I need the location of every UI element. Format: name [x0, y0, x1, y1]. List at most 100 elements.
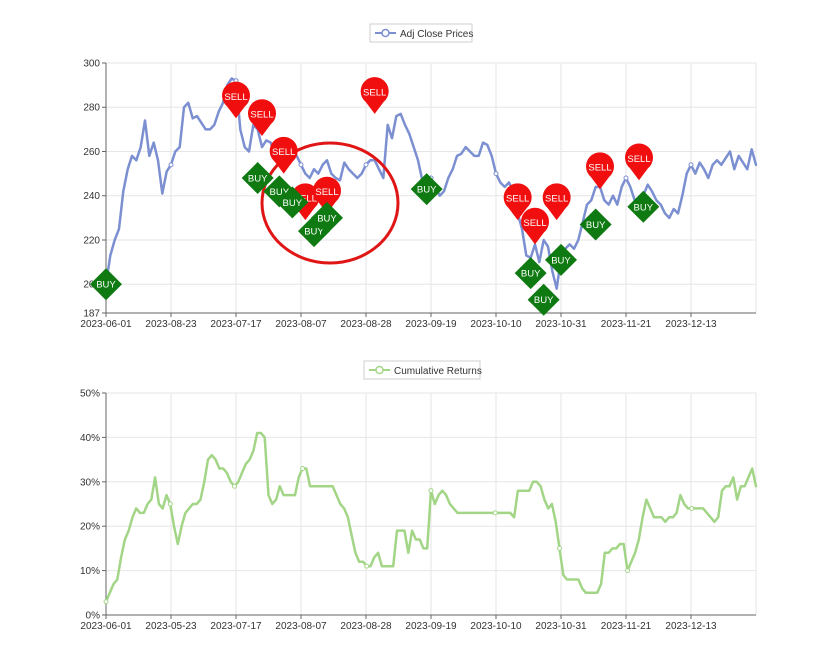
buy-marker: BUY	[311, 201, 343, 234]
buy-marker: BUY	[410, 173, 443, 206]
sell-pin-icon	[313, 176, 341, 214]
y-tick-label: 280	[83, 103, 100, 114]
data-point	[363, 162, 369, 168]
sell-pin-icon	[542, 183, 571, 221]
data-point	[231, 483, 237, 489]
buy-label: BUY	[283, 198, 303, 209]
y-tick-label: 40%	[80, 433, 100, 444]
data-point	[689, 505, 695, 511]
data-point	[625, 568, 631, 574]
y-tick-label: 50%	[80, 389, 100, 400]
buy-diamond-icon	[241, 162, 274, 195]
data-point	[103, 599, 109, 605]
sell-marker: SELL	[269, 136, 298, 174]
returns-axes: 0% 10% 20% 30% 40% 50% 2023-06-01 2023-05-23 202…	[80, 389, 756, 632]
buy-diamond-icon	[410, 173, 443, 206]
x-tick-label: 2023-12-13	[665, 621, 717, 632]
buy-diamond-icon	[527, 283, 560, 316]
buy-label: BUY	[534, 295, 554, 306]
buy-label: BUY	[248, 174, 268, 185]
data-point	[298, 162, 304, 168]
y-tick-label: 260	[83, 147, 100, 158]
sell-label: SELL	[250, 110, 273, 121]
buy-marker: BUY	[90, 268, 122, 301]
buy-diamond-icon	[276, 186, 309, 219]
buy-marker: BUY	[514, 257, 547, 290]
returns-legend[interactable]: Cumulative Returns	[363, 360, 482, 380]
buy-marker: BUY	[276, 186, 309, 219]
sell-pin-icon	[248, 99, 276, 137]
y-tick-label: 20%	[80, 522, 100, 533]
sell-label: SELL	[294, 194, 317, 205]
data-point	[428, 488, 434, 494]
sell-label: SELL	[224, 92, 247, 103]
sell-label: SELL	[627, 154, 650, 165]
returns-chart: Cumulative Returns 0% 10% 20% 30% 40% 50% 2023…	[80, 360, 758, 632]
x-tick-label: 2023-08-07	[275, 319, 327, 330]
price-legend[interactable]: Adj Close Prices	[369, 23, 473, 43]
sell-marker: SELL	[360, 77, 389, 114]
sell-label: SELL	[363, 87, 386, 98]
data-point	[688, 162, 694, 168]
sell-pin-icon	[625, 143, 654, 181]
buy-label: BUY	[304, 227, 324, 238]
x-tick-label: 2023-05-23	[145, 621, 197, 632]
x-tick-label: 2023-08-28	[340, 319, 392, 330]
y-tick-label: 187	[83, 309, 100, 320]
x-tick-label: 2023-06-01	[80, 621, 132, 632]
x-tick-label: 2023-06-01	[80, 319, 132, 330]
sell-marker: SELL	[521, 207, 549, 245]
sell-marker: SELL	[586, 152, 615, 190]
buy-diamond-icon	[545, 243, 577, 276]
x-tick-label: 2023-09-19	[405, 621, 457, 632]
y-tick-label: 0%	[86, 611, 101, 622]
sell-pin-icon	[360, 77, 389, 114]
y-tick-label: 240	[83, 191, 100, 202]
buy-label: BUY	[317, 213, 337, 224]
buy-label: BUY	[521, 269, 541, 280]
trade-markers: SELLSELLSELLSELLSELLSELLSELLSELLSELLSELL…	[90, 77, 660, 316]
x-tick-label: 2023-07-17	[210, 621, 262, 632]
price-chart: Adj Close Prices 18720022024026028030020…	[80, 23, 758, 330]
buy-label: BUY	[417, 185, 437, 196]
x-tick-label: 2023-11-21	[601, 621, 652, 632]
x-tick-label: 2023-08-07	[275, 621, 327, 632]
y-tick-label: 30%	[80, 477, 100, 488]
data-point	[556, 545, 562, 551]
x-tick-label: 2023-07-17	[210, 319, 262, 330]
y-tick-label: 300	[83, 59, 100, 70]
returns-legend-box	[363, 360, 481, 380]
x-tick-label: 2023-09-19	[405, 319, 457, 330]
sell-marker: SELL	[222, 81, 251, 119]
sell-label: SELL	[545, 194, 568, 205]
data-point	[364, 563, 370, 569]
sell-marker: SELL	[625, 143, 654, 181]
buy-diamond-icon	[514, 257, 547, 290]
buy-marker: BUY	[545, 243, 577, 276]
x-tick-label: 2023-10-31	[535, 319, 587, 330]
returns-legend-marker	[375, 365, 384, 375]
returns-legend-label: Cumulative Returns	[394, 366, 482, 377]
x-tick-label: 2023-10-31	[535, 621, 587, 632]
x-tick-label: 2023-12-13	[665, 319, 717, 330]
sell-pin-icon	[586, 152, 615, 190]
buy-diamond-icon	[90, 268, 122, 301]
sell-pin-icon	[521, 207, 549, 245]
buy-label: BUY	[586, 220, 606, 231]
buy-diamond-icon	[579, 208, 612, 241]
data-point	[300, 465, 306, 471]
data-point	[623, 175, 629, 181]
sell-marker: SELL	[503, 183, 532, 221]
data-point	[167, 501, 173, 507]
buy-marker: BUY	[527, 283, 560, 316]
sell-marker: SELL	[248, 99, 276, 137]
sell-label: SELL	[523, 218, 546, 229]
sell-label: SELL	[315, 187, 338, 198]
buy-label: BUY	[270, 187, 290, 198]
price-legend-marker	[381, 28, 390, 38]
buy-label: BUY	[96, 280, 116, 291]
sell-marker: SELL	[313, 176, 341, 214]
x-tick-label: 2023-10-10	[470, 621, 522, 632]
returns-series	[103, 431, 758, 605]
annotation-circle	[260, 141, 400, 265]
